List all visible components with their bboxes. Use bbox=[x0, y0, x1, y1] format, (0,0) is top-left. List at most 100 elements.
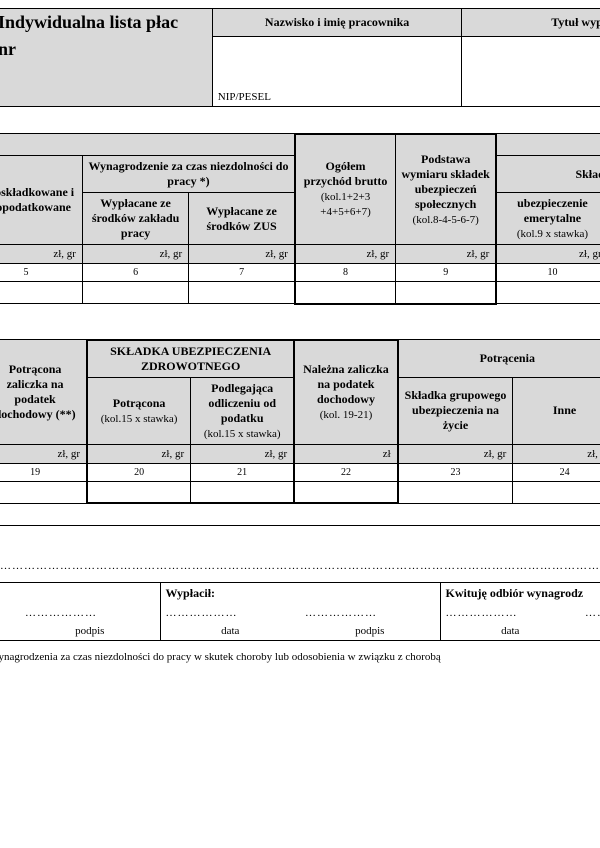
t1-ogolem-sub: (kol.1+2+3 +4+5+6+7) bbox=[320, 191, 370, 218]
t1-wyn-header: WYNAGRODZENIA bbox=[0, 134, 295, 156]
t2-n19: 19 bbox=[0, 463, 87, 481]
sig-d5[interactable]: ……………… bbox=[440, 604, 580, 622]
t1-u9: zł, gr bbox=[396, 245, 497, 264]
t2-u22: zł bbox=[294, 444, 398, 463]
sig-podpis1: podpis bbox=[20, 622, 160, 641]
t1-n6: 6 bbox=[82, 264, 188, 282]
t2-nalezna: Należna zaliczka na podatek dochodowy (k… bbox=[294, 340, 398, 445]
table-skladka: Ulga PIT (1/12 kwoty wolnej od podatku) … bbox=[0, 339, 600, 526]
t2-skladka-zdrow: SKŁADKA UBEZPIECZENIA ZDROWOTNEGO bbox=[87, 340, 294, 378]
t2-skladka-grup: Składka grupowego ubezpieczenia na życie bbox=[398, 377, 513, 444]
nip-cell[interactable]: NIP/PESEL bbox=[212, 36, 462, 106]
nazwisko-header: Nazwisko i imię pracownika bbox=[212, 9, 462, 37]
t1-wyp-zus-label: Wypłacane ze środków ZUS bbox=[206, 204, 277, 233]
header-table: Indywidualna lista płac Nazwisko i imię … bbox=[0, 8, 600, 107]
t1-n10: 10 bbox=[496, 264, 600, 282]
sig-d2[interactable]: ……………… bbox=[20, 604, 160, 622]
t2-u21: zł, gr bbox=[191, 444, 295, 463]
sig-zatw: Zatwierdził: bbox=[0, 582, 160, 604]
t1-podstawa-sub: (kol.8-4-5-6-7) bbox=[413, 214, 479, 226]
t2-v19[interactable] bbox=[0, 481, 87, 503]
t2-podlegajaca-label: Podlegająca odliczeniu od podatku bbox=[208, 381, 276, 425]
t1-u6: zł, gr bbox=[82, 245, 188, 264]
title-cell: Indywidualna lista płac bbox=[0, 9, 212, 37]
t1-u5: zł, gr bbox=[0, 245, 82, 264]
t1-emeryt-sub: (kol.9 x stawka) bbox=[517, 228, 588, 240]
t1-unit-row: zł, gr zł, gr zł, gr zł, gr zł, gr zł, g… bbox=[0, 245, 600, 264]
footnote: społeczne nie zalicza się wynagrodzenia … bbox=[0, 651, 600, 675]
t1-skladki: Składki ubez bbox=[496, 156, 600, 193]
t2-n24: 24 bbox=[513, 463, 600, 481]
t2-data-row-2[interactable] bbox=[0, 503, 600, 525]
t1-odl: ODL bbox=[496, 134, 600, 156]
t1-n8: 8 bbox=[295, 264, 396, 282]
t2-u20: zł, gr bbox=[87, 444, 191, 463]
signature-table: Zatwierdził: Wypłacił: Kwituję odbiór wy… bbox=[0, 582, 600, 641]
t2-potracona-label: Potrącona bbox=[113, 396, 166, 410]
t1-ogolem-label: Ogółem przychód brutto bbox=[304, 159, 388, 188]
t1-v9[interactable] bbox=[396, 282, 497, 304]
t2-n22: 22 bbox=[294, 463, 398, 481]
t1-data-row[interactable] bbox=[0, 282, 600, 304]
t2-nalezna-label: Należna zaliczka na podatek dochodowy bbox=[303, 362, 389, 406]
t1-wyp-zaklad: Wypłacane ze środków zakładu pracy bbox=[82, 193, 188, 245]
sig-data2: data bbox=[160, 622, 300, 641]
t2-v24[interactable] bbox=[513, 481, 600, 503]
tytul-header: Tytuł wypłaty bbox=[462, 9, 600, 37]
t2-podlegajaca-sub: (kol.15 x stawka) bbox=[204, 428, 281, 440]
page-title: Indywidualna lista płac bbox=[0, 12, 178, 32]
t2-skladka-grup-label: Składka grupowego ubezpieczenia na życie bbox=[405, 388, 507, 432]
t1-v7[interactable] bbox=[189, 282, 295, 304]
t1-podstawa-label: Podstawa wymiaru składek ubezpieczeń spo… bbox=[402, 152, 490, 211]
t2-potracenia: Potrącenia bbox=[398, 340, 600, 378]
table-wynagrodzenia: WYNAGRODZENIA Ogółem przychód brutto (ko… bbox=[0, 133, 600, 305]
t2-potracona-zal-label: Potrącona zaliczka na podatek dochodowy … bbox=[0, 362, 76, 421]
t2-u19: zł, gr bbox=[0, 444, 87, 463]
t2-v-row2[interactable] bbox=[0, 503, 600, 525]
footnote-line1: społeczne nie zalicza się wynagrodzenia … bbox=[0, 651, 441, 663]
t1-wyp-zus: Wypłacane ze środków ZUS bbox=[189, 193, 295, 245]
sig-d6[interactable]: ……………… bbox=[580, 604, 600, 622]
t2-unit-row: zł, gr zł, gr zł, gr zł, gr zł zł, gr zł… bbox=[0, 444, 600, 463]
t2-n20: 20 bbox=[87, 463, 191, 481]
t1-v8[interactable] bbox=[295, 282, 396, 304]
t1-u7: zł, gr bbox=[189, 245, 295, 264]
t2-potracona-sub: (kol.15 x stawka) bbox=[101, 413, 178, 425]
t1-u10: zł, gr bbox=[496, 245, 600, 264]
t2-u23: zł, gr bbox=[398, 444, 513, 463]
t2-data-row-1[interactable] bbox=[0, 481, 600, 503]
t1-n7: 7 bbox=[189, 264, 295, 282]
sig-data1: data bbox=[0, 622, 20, 641]
t2-v20[interactable] bbox=[87, 481, 191, 503]
t2-v21[interactable] bbox=[191, 481, 295, 503]
t1-wyn-niezd-label: Wynagrodzenie za czas niezdolności do pr… bbox=[88, 159, 288, 188]
sig-podpis2: podpis bbox=[300, 622, 440, 641]
t2-inne-label: Inne bbox=[553, 403, 576, 417]
t1-v5[interactable] bbox=[0, 282, 82, 304]
tytul-value[interactable] bbox=[462, 36, 600, 106]
t1-nieoskl-label: Nieoskładkowane i nieopodatkowane bbox=[0, 185, 74, 214]
t1-v6[interactable] bbox=[82, 282, 188, 304]
nip-label: NIP/PESEL bbox=[218, 91, 271, 103]
t2-v23[interactable] bbox=[398, 481, 513, 503]
sig-d4[interactable]: ……………… bbox=[300, 604, 440, 622]
t1-n9: 9 bbox=[396, 264, 497, 282]
sig-d1[interactable]: ……………… bbox=[0, 604, 20, 622]
t2-u24: zł, gr bbox=[513, 444, 600, 463]
t1-ogolem: Ogółem przychód brutto (kol.1+2+3 +4+5+6… bbox=[295, 134, 396, 245]
t1-nieoskl: Nieoskładkowane i nieopodatkowane bbox=[0, 156, 82, 245]
sig-wyp-label: Wypłacił: bbox=[166, 586, 216, 600]
t1-v10[interactable] bbox=[496, 282, 600, 304]
t2-v22[interactable] bbox=[294, 481, 398, 503]
sig-kwit-label: Kwituję odbiór wynagrodz bbox=[446, 586, 584, 600]
t2-potracona: Potrącona (kol.15 x stawka) bbox=[87, 377, 191, 444]
t2-num-row: 18 19 20 21 22 23 24 25 bbox=[0, 463, 600, 481]
t2-inne: Inne bbox=[513, 377, 600, 444]
sig-d3[interactable]: ……………… bbox=[160, 604, 300, 622]
t2-n23: 23 bbox=[398, 463, 513, 481]
sig-blank3 bbox=[580, 622, 600, 641]
t1-u8: zł, gr bbox=[295, 245, 396, 264]
t2-n21: 21 bbox=[191, 463, 295, 481]
t1-skladki-label: Składki ubez bbox=[575, 167, 600, 181]
sig-kwit: Kwituję odbiór wynagrodz bbox=[440, 582, 600, 604]
